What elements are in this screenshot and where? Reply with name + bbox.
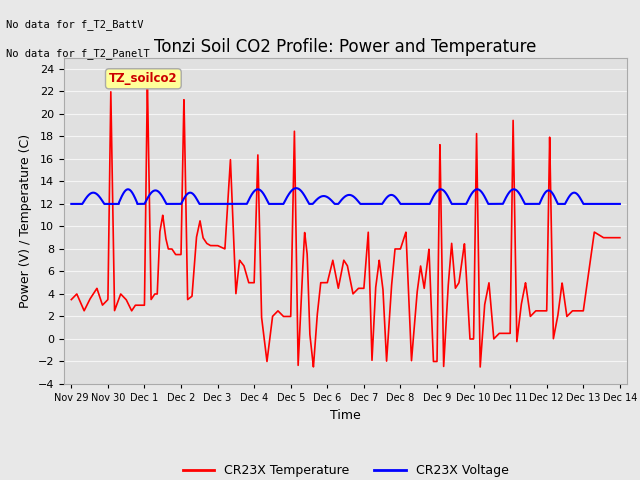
- Title: Tonzi Soil CO2 Profile: Power and Temperature: Tonzi Soil CO2 Profile: Power and Temper…: [154, 38, 537, 56]
- Text: No data for f_T2_PanelT: No data for f_T2_PanelT: [6, 48, 150, 59]
- Text: TZ_soilco2: TZ_soilco2: [109, 72, 178, 85]
- X-axis label: Time: Time: [330, 408, 361, 421]
- Text: No data for f_T2_BattV: No data for f_T2_BattV: [6, 19, 144, 30]
- Legend: CR23X Temperature, CR23X Voltage: CR23X Temperature, CR23X Voltage: [178, 459, 513, 480]
- Y-axis label: Power (V) / Temperature (C): Power (V) / Temperature (C): [19, 134, 32, 308]
